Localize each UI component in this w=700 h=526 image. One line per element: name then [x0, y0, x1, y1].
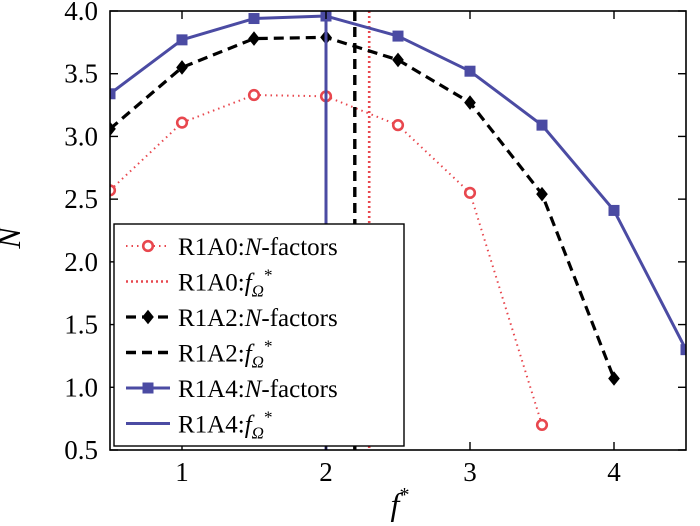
x-tick-label: 1: [175, 457, 189, 487]
series-3-point-3: [248, 31, 260, 46]
x-tick-label: 4: [607, 457, 621, 487]
series-5-point-7: [536, 119, 548, 131]
legend-label-subscript: Ω: [252, 282, 264, 301]
legend-label-suffix: -factors: [261, 305, 337, 332]
legend-marker-5: [142, 382, 154, 394]
series-1-point-7: [535, 418, 549, 432]
legend-entry-1: R1A0:N-factors: [178, 234, 338, 261]
legend: R1A0:N-factorsR1A0:fΩ*R1A2:N-factorsR1A2…: [113, 223, 405, 447]
series-5-point-1: [110, 88, 116, 100]
y-tick-label: 2.0: [64, 247, 98, 277]
legend-entry-2: R1A0:fΩ*: [178, 266, 272, 301]
legend-marker-1: [141, 239, 155, 253]
series-5-point-5: [392, 30, 404, 42]
series-5-point-3: [248, 13, 260, 25]
legend-entry-4: R1A2:fΩ*: [178, 337, 272, 372]
legend-label-prefix: R1A2:: [178, 305, 245, 332]
series-1-point-3: [247, 88, 261, 102]
legend-label-symbol: f: [245, 270, 255, 297]
series-1-point-1: [110, 184, 117, 197]
series-5-point-8: [608, 204, 620, 216]
series-5-point-2: [176, 34, 188, 46]
y-tick-label: 0.5: [64, 435, 98, 465]
series-1-point-5: [391, 119, 405, 132]
legend-entry-5: R1A4:N-factors: [178, 376, 338, 403]
plot-frame: [109, 10, 687, 451]
legend-marker-3: [142, 309, 154, 325]
series-1-point-2: [175, 116, 189, 129]
legend-label-subscript: Ω: [252, 353, 264, 372]
legend-label-symbol: N: [244, 305, 263, 332]
legend-label-suffix: -factors: [261, 376, 337, 403]
legend-label-prefix: R1A0:: [178, 234, 245, 261]
x-axis-label-star: *: [399, 484, 409, 506]
legend-entry-6: R1A4:fΩ*: [178, 408, 272, 443]
legend-label-superscript: *: [264, 266, 273, 285]
y-tick-label: 3.0: [64, 121, 98, 151]
legend-label-prefix: R1A2:: [178, 341, 245, 368]
x-axis-label: f*: [391, 484, 410, 522]
x-tick-label: 2: [319, 457, 333, 487]
y-tick-label: 1.5: [64, 310, 98, 340]
series-5-point-6: [464, 65, 476, 77]
legend-label-subscript: Ω: [252, 424, 264, 443]
legend-entry-3: R1A2:N-factors: [178, 305, 338, 332]
legend-label-symbol: f: [245, 341, 255, 368]
legend-label-superscript: *: [264, 337, 273, 356]
legend-box: [113, 223, 405, 447]
y-tick-label: 3.5: [64, 59, 98, 89]
legend-label-symbol: N: [244, 376, 263, 403]
series-3-line: [110, 35, 616, 380]
series-5-point-9: [680, 344, 686, 356]
legend-label-prefix: R1A0:: [178, 270, 245, 297]
y-tick-label: 2.5: [64, 184, 98, 214]
series-3-point-8: [608, 371, 620, 386]
legend-label-superscript: *: [264, 408, 273, 427]
y-tick-label: 1.0: [64, 372, 98, 402]
series-3-point-1: [110, 121, 116, 137]
series-3: [110, 30, 620, 386]
series-3-point-5: [392, 52, 404, 68]
axes-layer: 1 2 3 4 0.5 1.0 1.5 2.0 2.5 3.0 3.5 4.0: [64, 0, 687, 487]
y-axis-label: N: [0, 226, 27, 250]
series-1-point-6: [463, 186, 477, 199]
legend-label-suffix: -factors: [261, 234, 337, 261]
series-3-point-7: [536, 186, 548, 202]
legend-label-prefix: R1A4:: [178, 412, 245, 439]
series-3-point-2: [176, 60, 188, 75]
plot-series-layer: [110, 11, 686, 450]
x-tick-label: 3: [463, 457, 477, 487]
legend-label-symbol: f: [245, 412, 255, 439]
legend-label-prefix: R1A4:: [178, 376, 245, 403]
y-tick-label: 4.0: [64, 0, 98, 26]
series-3-point-6: [464, 95, 476, 110]
legend-label-symbol: N: [244, 234, 263, 261]
